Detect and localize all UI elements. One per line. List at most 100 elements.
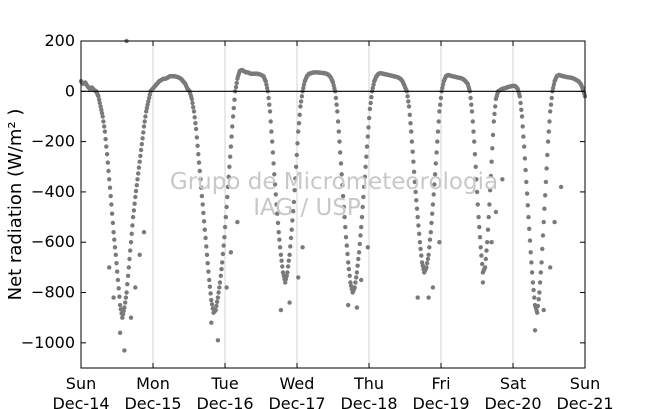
- data-point: [343, 224, 348, 230]
- data-point: [296, 275, 301, 280]
- data-point: [359, 214, 365, 220]
- data-point: [112, 237, 117, 242]
- data-point: [432, 172, 438, 177]
- x-axis-ticks: SunDec-14MonDec-15TueDec-16WedDec-17ThuD…: [52, 41, 614, 409]
- data-point: [428, 230, 433, 235]
- watermark: Grupo de Micrometeorologia IAG / USP: [170, 169, 498, 221]
- data-point: [296, 129, 301, 134]
- data-point: [477, 224, 482, 230]
- data-point: [435, 139, 440, 144]
- y-tick-label: −400: [31, 182, 75, 201]
- data-point: [579, 84, 585, 90]
- data-point: [440, 82, 446, 87]
- data-point: [264, 85, 270, 91]
- data-point: [111, 230, 116, 235]
- data-point: [224, 204, 229, 210]
- data-point: [411, 169, 417, 174]
- data-point: [227, 164, 232, 169]
- y-tick-label: −600: [31, 232, 75, 251]
- data-point: [471, 129, 476, 134]
- data-point: [546, 129, 551, 134]
- data-point: [414, 206, 420, 211]
- data-point: [266, 95, 271, 101]
- data-point: [542, 206, 547, 211]
- data-point: [101, 119, 106, 124]
- vertical-grid: [152, 41, 514, 368]
- x-tick-day: Sat: [500, 374, 526, 393]
- data-point: [209, 320, 214, 325]
- x-tick-date: Dec-16: [196, 394, 253, 409]
- data-point: [272, 172, 277, 177]
- data-point: [290, 218, 295, 223]
- y-tick-label: −800: [31, 283, 75, 302]
- data-point: [527, 226, 532, 231]
- data-point: [287, 300, 292, 305]
- data-point: [204, 252, 210, 257]
- data-point: [190, 100, 195, 106]
- data-point: [199, 193, 205, 199]
- data-point: [339, 172, 344, 177]
- data-point: [480, 261, 485, 267]
- data-point: [440, 85, 445, 91]
- data-point: [407, 112, 412, 118]
- data-point: [98, 104, 103, 109]
- data-point: [225, 194, 230, 200]
- data-point: [129, 231, 134, 236]
- data-point: [405, 94, 410, 99]
- data-point: [133, 285, 138, 290]
- data-point: [104, 144, 109, 149]
- data-point: [438, 102, 443, 107]
- data-point: [144, 109, 149, 114]
- data-point: [525, 203, 530, 208]
- data-point: [134, 183, 139, 188]
- data-point: [141, 230, 147, 235]
- data-point: [361, 194, 366, 200]
- data-point: [103, 136, 108, 142]
- data-point: [347, 273, 352, 278]
- data-point: [558, 184, 564, 190]
- data-point: [549, 95, 554, 101]
- data-point: [137, 159, 142, 164]
- data-point: [140, 136, 145, 141]
- data-point: [136, 165, 142, 170]
- data-point: [102, 124, 107, 129]
- data-point: [464, 80, 470, 86]
- y-axis-label: Net radiation (W/m² ): [5, 109, 26, 301]
- data-point: [345, 251, 350, 257]
- data-point: [430, 285, 436, 290]
- data-point: [122, 305, 127, 310]
- data-point: [232, 97, 237, 102]
- data-point: [434, 150, 439, 155]
- data-point: [409, 129, 414, 134]
- data-point: [351, 287, 357, 292]
- data-point: [413, 189, 418, 195]
- data-point: [409, 139, 415, 144]
- data-point: [287, 252, 292, 257]
- data-point: [529, 260, 534, 265]
- data-point: [539, 260, 544, 265]
- data-point: [222, 224, 228, 230]
- data-point: [338, 150, 343, 155]
- data-point: [220, 251, 226, 257]
- data-point: [367, 115, 372, 121]
- data-point: [271, 161, 276, 166]
- data-point: [96, 97, 102, 102]
- data-point: [500, 177, 505, 182]
- data-point: [360, 204, 365, 210]
- data-point: [284, 273, 289, 278]
- data-point: [540, 246, 545, 252]
- data-point: [135, 177, 140, 182]
- data-point: [522, 156, 528, 161]
- data-point: [285, 264, 291, 269]
- data-point: [207, 284, 213, 289]
- data-point: [275, 220, 281, 226]
- data-point: [340, 183, 345, 188]
- data-point: [116, 286, 121, 291]
- data-point: [332, 86, 337, 91]
- data-point: [191, 109, 197, 114]
- data-point: [426, 295, 431, 300]
- data-point: [214, 303, 219, 309]
- data-point: [338, 161, 344, 166]
- data-point: [217, 285, 222, 290]
- data-point: [289, 227, 294, 232]
